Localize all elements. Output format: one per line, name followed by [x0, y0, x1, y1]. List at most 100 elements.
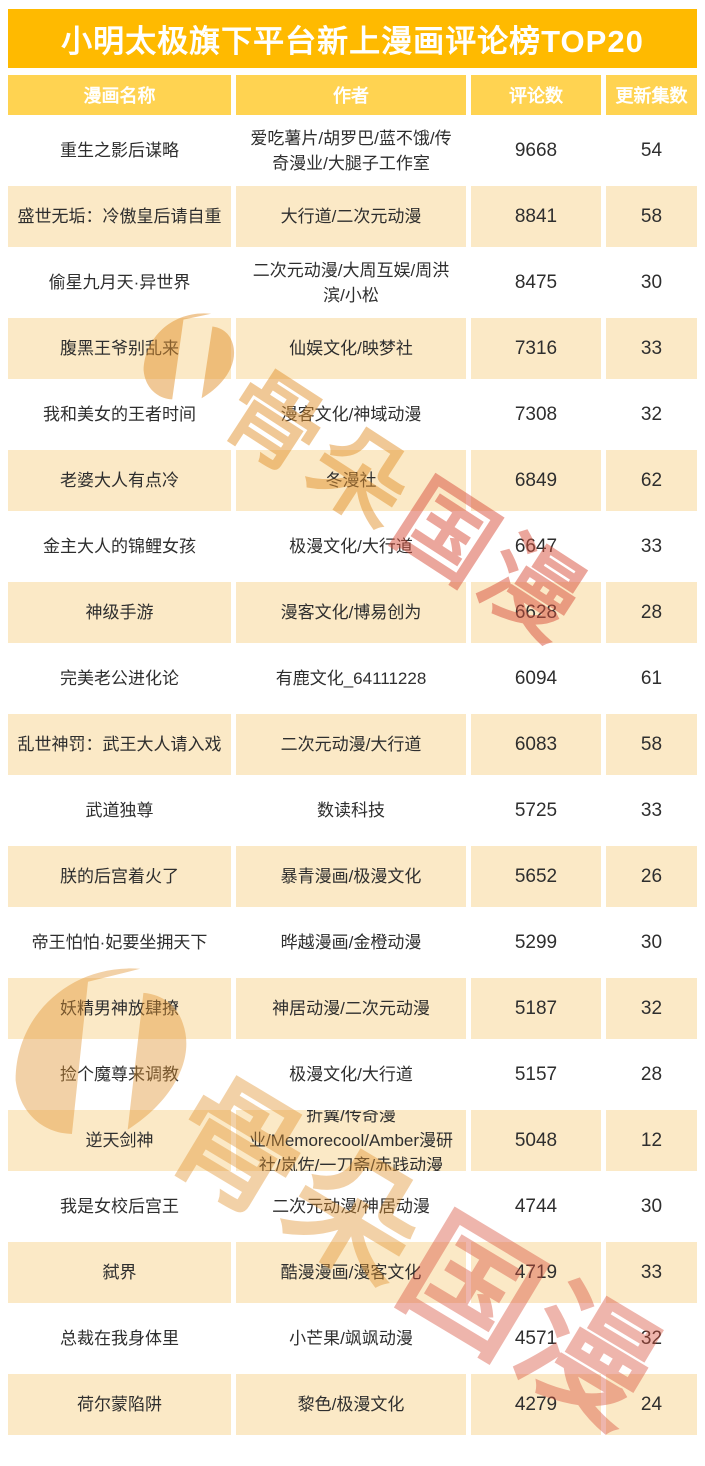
cell-episodes: 24	[606, 1374, 697, 1435]
table-row: 我和美女的王者时间 漫客文化/神域动漫 7308 32	[8, 384, 697, 445]
cell-author: 爱吃薯片/胡罗巴/蓝不饿/传奇漫业/大腿子工作室	[236, 120, 466, 181]
cell-comments: 7316	[471, 318, 601, 379]
table-row: 我是女校后宫王 二次元动漫/神居动漫 4744 30	[8, 1176, 697, 1237]
cell-comments: 8841	[471, 186, 601, 247]
cell-author: 极漫文化/大行道	[236, 516, 466, 577]
cell-comic-name: 偷星九月天·异世界	[8, 252, 231, 313]
cell-comic-name: 我是女校后宫王	[8, 1176, 231, 1237]
header-cell-comments: 评论数	[471, 75, 601, 115]
cell-episodes: 30	[606, 1176, 697, 1237]
cell-comments: 6083	[471, 714, 601, 775]
cell-author: 神居动漫/二次元动漫	[236, 978, 466, 1039]
table-row: 偷星九月天·异世界 二次元动漫/大周互娱/周洪滨/小松 8475 30	[8, 252, 697, 313]
cell-comic-name: 重生之影后谋略	[8, 120, 231, 181]
cell-episodes: 33	[606, 516, 697, 577]
cell-comic-name: 老婆大人有点冷	[8, 450, 231, 511]
cell-author: 二次元动漫/神居动漫	[236, 1176, 466, 1237]
table-row: 乱世神罚：武王大人请入戏 二次元动漫/大行道 6083 58	[8, 714, 697, 775]
cell-author: 二次元动漫/大周互娱/周洪滨/小松	[236, 252, 466, 313]
table-row: 武道独尊 数读科技 5725 33	[8, 780, 697, 841]
cell-episodes: 32	[606, 384, 697, 445]
cell-episodes: 28	[606, 1044, 697, 1105]
cell-comments: 5157	[471, 1044, 601, 1105]
table-row: 神级手游 漫客文化/博易创为 6628 28	[8, 582, 697, 643]
header-cell-author: 作者	[236, 75, 466, 115]
cell-author: 二次元动漫/大行道	[236, 714, 466, 775]
table-row: 捡个魔尊来调教 极漫文化/大行道 5157 28	[8, 1044, 697, 1105]
cell-author: 暴青漫画/极漫文化	[236, 846, 466, 907]
table-header: 漫画名称 作者 评论数 更新集数	[8, 75, 697, 115]
table-row: 金主大人的锦鲤女孩 极漫文化/大行道 6647 33	[8, 516, 697, 577]
cell-episodes: 58	[606, 186, 697, 247]
cell-comic-name: 弑界	[8, 1242, 231, 1303]
cell-comments: 6628	[471, 582, 601, 643]
table-row: 帝王怕怕·妃要坐拥天下 晔越漫画/金橙动漫 5299 30	[8, 912, 697, 973]
cell-author: 酷漫漫画/漫客文化	[236, 1242, 466, 1303]
table-row: 腹黑王爷别乱来 仙娱文化/映梦社 7316 33	[8, 318, 697, 379]
table-row: 弑界 酷漫漫画/漫客文化 4719 33	[8, 1242, 697, 1303]
cell-comments: 4719	[471, 1242, 601, 1303]
cell-comments: 4279	[471, 1374, 601, 1435]
cell-author: 大行道/二次元动漫	[236, 186, 466, 247]
cell-comic-name: 妖精男神放肆撩	[8, 978, 231, 1039]
cell-author: 小芒果/飒飒动漫	[236, 1308, 466, 1369]
cell-comic-name: 帝王怕怕·妃要坐拥天下	[8, 912, 231, 973]
cell-comic-name: 神级手游	[8, 582, 231, 643]
cell-comic-name: 腹黑王爷别乱来	[8, 318, 231, 379]
cell-comic-name: 荷尔蒙陷阱	[8, 1374, 231, 1435]
cell-comments: 7308	[471, 384, 601, 445]
cell-comic-name: 朕的后宫着火了	[8, 846, 231, 907]
cell-episodes: 30	[606, 252, 697, 313]
cell-comic-name: 总裁在我身体里	[8, 1308, 231, 1369]
cell-comments: 6849	[471, 450, 601, 511]
page-title: 小明太极旗下平台新上漫画评论榜TOP20	[8, 9, 697, 68]
header-cell-episodes: 更新集数	[606, 75, 697, 115]
cell-comments: 9668	[471, 120, 601, 181]
table-row: 总裁在我身体里 小芒果/飒飒动漫 4571 32	[8, 1308, 697, 1369]
cell-author: 极漫文化/大行道	[236, 1044, 466, 1105]
cell-comic-name: 完美老公进化论	[8, 648, 231, 709]
cell-comments: 5652	[471, 846, 601, 907]
table-row: 盛世无垢：冷傲皇后请自重 大行道/二次元动漫 8841 58	[8, 186, 697, 247]
cell-author: 晔越漫画/金橙动漫	[236, 912, 466, 973]
cell-comic-name: 武道独尊	[8, 780, 231, 841]
table-row: 重生之影后谋略 爱吃薯片/胡罗巴/蓝不饿/传奇漫业/大腿子工作室 9668 54	[8, 120, 697, 181]
table-row: 逆天剑神 折翼/传奇漫业/Memorecool/Amber漫研社/岚佐/一刀斋/…	[8, 1110, 697, 1171]
table-row: 老婆大人有点冷 冬漫社 6849 62	[8, 450, 697, 511]
cell-comments: 5299	[471, 912, 601, 973]
cell-comic-name: 乱世神罚：武王大人请入戏	[8, 714, 231, 775]
cell-comments: 6094	[471, 648, 601, 709]
cell-author: 冬漫社	[236, 450, 466, 511]
cell-episodes: 12	[606, 1110, 697, 1171]
cell-episodes: 32	[606, 978, 697, 1039]
cell-episodes: 58	[606, 714, 697, 775]
cell-episodes: 26	[606, 846, 697, 907]
cell-author: 黎色/极漫文化	[236, 1374, 466, 1435]
cell-comic-name: 我和美女的王者时间	[8, 384, 231, 445]
cell-episodes: 28	[606, 582, 697, 643]
cell-comments: 6647	[471, 516, 601, 577]
cell-author: 折翼/传奇漫业/Memorecool/Amber漫研社/岚佐/一刀斋/赤践动漫	[236, 1110, 466, 1171]
cell-author: 有鹿文化_64111228	[236, 648, 466, 709]
table-row: 朕的后宫着火了 暴青漫画/极漫文化 5652 26	[8, 846, 697, 907]
cell-comic-name: 金主大人的锦鲤女孩	[8, 516, 231, 577]
cell-comments: 4744	[471, 1176, 601, 1237]
header-cell-comic-name: 漫画名称	[8, 75, 231, 115]
cell-comments: 5048	[471, 1110, 601, 1171]
cell-episodes: 32	[606, 1308, 697, 1369]
cell-comments: 4571	[471, 1308, 601, 1369]
cell-comic-name: 捡个魔尊来调教	[8, 1044, 231, 1105]
cell-episodes: 30	[606, 912, 697, 973]
cell-episodes: 33	[606, 318, 697, 379]
ranking-table-body: 重生之影后谋略 爱吃薯片/胡罗巴/蓝不饿/传奇漫业/大腿子工作室 9668 54…	[8, 120, 697, 1440]
cell-author: 数读科技	[236, 780, 466, 841]
cell-episodes: 61	[606, 648, 697, 709]
cell-comic-name: 盛世无垢：冷傲皇后请自重	[8, 186, 231, 247]
cell-episodes: 33	[606, 1242, 697, 1303]
cell-comments: 8475	[471, 252, 601, 313]
table-row: 妖精男神放肆撩 神居动漫/二次元动漫 5187 32	[8, 978, 697, 1039]
cell-author: 漫客文化/神域动漫	[236, 384, 466, 445]
cell-episodes: 33	[606, 780, 697, 841]
cell-episodes: 54	[606, 120, 697, 181]
